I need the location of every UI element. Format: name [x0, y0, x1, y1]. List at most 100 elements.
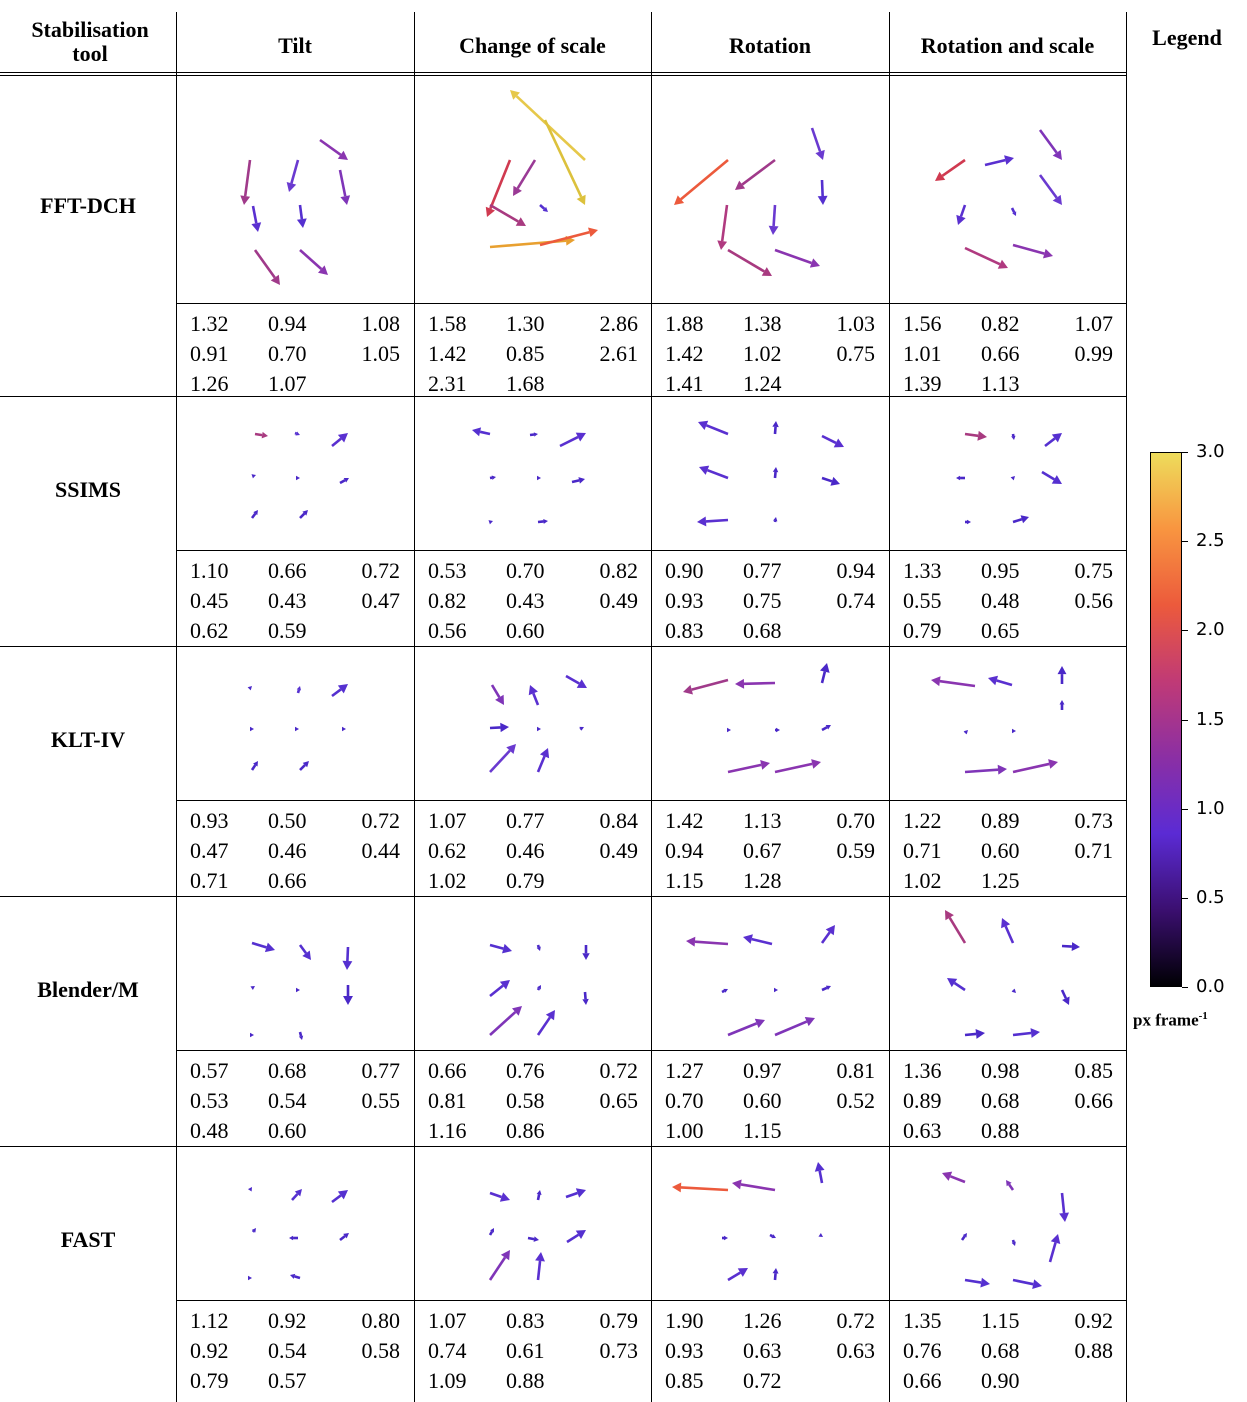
value-cell: 0.72: [599, 1058, 639, 1083]
values-grid: 0.66 0.76 0.72 0.81 0.58 0.65 1.16 0.86: [414, 1056, 651, 1146]
motion-vector-arrow: [773, 517, 778, 523]
value-cell: 0.81: [836, 1058, 876, 1083]
motion-vector-arrow: [818, 1232, 823, 1237]
motion-vector-arrow: [699, 465, 729, 480]
values-grid: 1.12 0.92 0.80 0.92 0.54 0.58 0.79 0.57: [176, 1306, 414, 1396]
value-cell: 1.22: [903, 808, 942, 833]
value-cell: 0.67: [743, 838, 782, 863]
value-cell: 0.66: [428, 1058, 467, 1083]
motion-vector-arrow: [1011, 988, 1016, 993]
value-cell: 0.66: [268, 868, 307, 893]
value-cell: 1.26: [743, 1308, 782, 1333]
value-cell: 0.76: [506, 1058, 545, 1083]
motion-vector-arrow: [727, 1268, 748, 1282]
value-cell: 1.28: [743, 868, 782, 893]
value-cell: 0.79: [190, 1368, 229, 1393]
value-cell: 0.59: [268, 618, 307, 643]
value-cell: 1.07: [268, 371, 307, 396]
value-cell: 0.72: [361, 808, 401, 833]
value-cell: 0.75: [836, 341, 876, 366]
plot-divider: [176, 1300, 1126, 1301]
value-cell: 0.84: [599, 808, 639, 833]
tool-name: FAST: [60, 1227, 116, 1252]
grid-line: [176, 12, 177, 1402]
values-grid: 0.53 0.70 0.82 0.82 0.43 0.49 0.56 0.60: [414, 556, 651, 646]
value-cell: 0.88: [506, 1368, 545, 1393]
value-cell: 0.53: [428, 558, 467, 583]
motion-vector-arrow: [735, 678, 776, 689]
value-cell: 1.24: [743, 371, 782, 396]
value-cell: 0.91: [190, 341, 229, 366]
grid-line: [414, 12, 415, 1402]
motion-vector-arrow: [1048, 1234, 1061, 1263]
value-cell: 0.57: [268, 1368, 307, 1393]
value-cell: 0.58: [506, 1088, 545, 1113]
value-cell: 0.49: [599, 588, 639, 613]
motion-vector-arrow: [945, 910, 967, 944]
value-cell: 1.15: [743, 1118, 782, 1143]
motion-vector-arrow: [565, 674, 587, 688]
motion-vector-arrow: [1011, 433, 1016, 440]
value-cell: 0.66: [903, 1368, 942, 1393]
motion-vector-arrow: [1010, 207, 1017, 216]
value-cell: 0.94: [836, 558, 876, 583]
motion-vector-arrow: [820, 925, 835, 944]
grid-line: [1126, 12, 1127, 1402]
motion-vector-arrow: [964, 430, 987, 441]
value-cell: 1.25: [981, 868, 1020, 893]
motion-vector-arrow: [774, 987, 778, 993]
motion-vector-arrow: [821, 985, 831, 992]
value-cell: 0.72: [743, 1368, 782, 1393]
motion-vector-arrow: [956, 204, 967, 225]
value-cell: 0.46: [268, 838, 307, 863]
motion-vector-arrow: [250, 510, 258, 519]
motion-vector-arrow: [582, 991, 589, 1005]
value-cell: 0.93: [190, 808, 229, 833]
motion-vector-arrow: [727, 760, 770, 774]
motion-vector-arrow: [286, 159, 300, 192]
motion-vector-arrow: [537, 518, 548, 524]
value-cell: 0.92: [190, 1338, 229, 1363]
value-cell: 1.35: [903, 1308, 942, 1333]
colorbar-tick: [1182, 630, 1188, 632]
motion-vector-arrow: [250, 726, 254, 732]
motion-vector-arrow: [769, 1233, 776, 1239]
motion-vector-arrow: [721, 988, 728, 994]
motion-vector-arrow: [942, 1171, 966, 1184]
motion-vector-arrow: [488, 1250, 510, 1281]
values-grid: 1.88 1.38 1.03 1.42 1.02 0.75 1.41 1.24: [651, 309, 889, 399]
values-grid: 0.90 0.77 0.94 0.93 0.75 0.74 0.83 0.68: [651, 556, 889, 646]
value-cell: 0.52: [836, 1088, 876, 1113]
values-grid: 0.93 0.50 0.72 0.47 0.46 0.44 0.71 0.66: [176, 806, 414, 896]
motion-vector-arrow: [529, 432, 538, 437]
value-cell: 2.61: [599, 341, 639, 366]
value-cell: 0.66: [268, 558, 307, 583]
value-cell: 0.58: [361, 1338, 401, 1363]
values-grid: 1.35 1.15 0.92 0.76 0.68 0.88 0.66 0.90: [889, 1306, 1126, 1396]
motion-vector-arrow: [821, 476, 840, 486]
value-cell: 0.77: [361, 1058, 401, 1083]
motion-vector-arrow: [686, 936, 729, 947]
motion-vector-arrow: [472, 427, 491, 437]
value-cell: 1.42: [665, 808, 704, 833]
motion-vector-arrow: [339, 478, 349, 485]
value-cell: 0.77: [743, 558, 782, 583]
motion-vector-arrow: [722, 1235, 728, 1241]
motion-vector-arrow: [1010, 476, 1015, 481]
value-cell: 0.66: [1074, 1088, 1114, 1113]
motion-vector-arrow: [247, 686, 252, 691]
row-divider: [0, 896, 1126, 897]
motion-vector-arrow: [727, 1018, 765, 1037]
value-cell: 0.66: [981, 341, 1020, 366]
motion-vector-arrow: [814, 1162, 825, 1184]
motion-vector-arrow: [817, 179, 828, 205]
motion-vector-arrow: [489, 722, 509, 733]
values-grid: 1.56 0.82 1.07 1.01 0.66 0.99 1.39 1.13: [889, 309, 1126, 399]
motion-vector-arrow: [1038, 129, 1062, 160]
value-cell: 0.47: [190, 838, 229, 863]
motion-vector-arrow: [672, 1182, 729, 1193]
motion-vector-arrow: [1059, 1192, 1069, 1222]
value-cell: 0.89: [903, 1088, 942, 1113]
motion-vector-arrow: [289, 1235, 298, 1241]
motion-vector-arrow: [536, 944, 541, 951]
